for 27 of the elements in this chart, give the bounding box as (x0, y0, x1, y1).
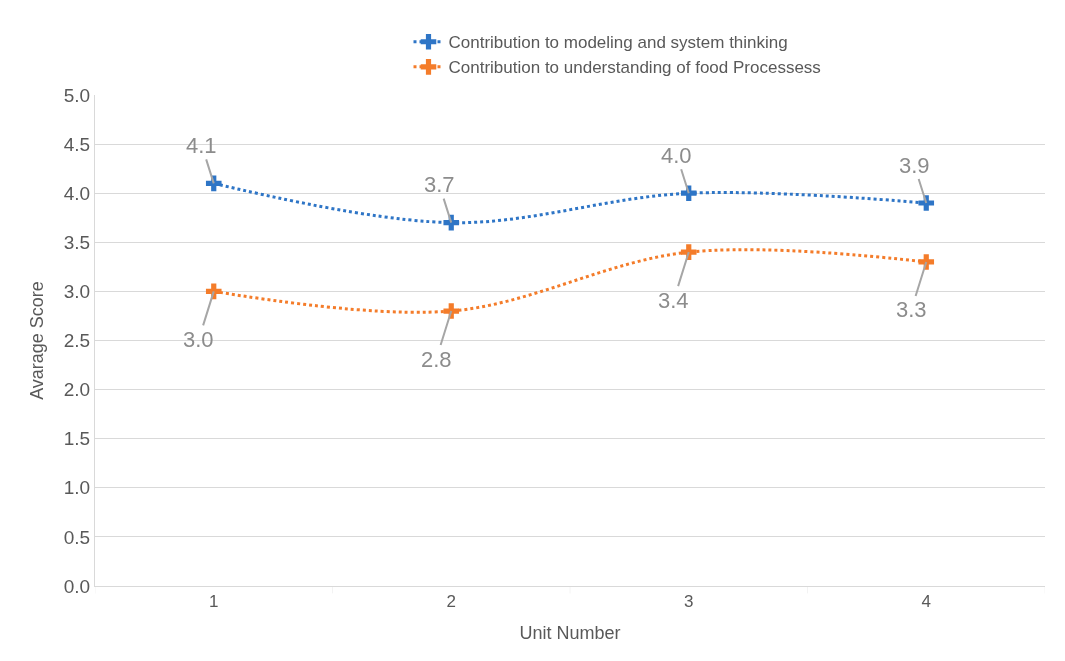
text: 1.5 (63, 428, 91, 450)
text: 2.0 (63, 379, 91, 401)
x-tick-label: 1 (209, 592, 219, 612)
text: 2.5 (63, 330, 91, 352)
text: 5.0 (63, 84, 91, 106)
legend-label: Contribution to modeling and system thinking (448, 33, 788, 53)
data-label: 3.0 (183, 327, 214, 352)
x-tick-label: 4 (921, 592, 931, 612)
text: 4.5 (63, 133, 91, 155)
data-label: 2.8 (421, 347, 452, 372)
text: 1.0 (63, 477, 91, 499)
text: 3.5 (63, 231, 91, 253)
text: 3.0 (63, 281, 91, 303)
data-label: 4.0 (661, 143, 692, 168)
text: 0.0 (63, 575, 91, 597)
x-axis-title: Unit Number (519, 622, 621, 643)
text: 0.5 (63, 526, 91, 548)
x-tick-label: 3 (684, 592, 694, 612)
text: 4.0 (63, 182, 91, 204)
data-label: 3.3 (896, 297, 927, 322)
data-label: 4.1 (186, 133, 217, 158)
x-tick-label: 2 (446, 592, 456, 612)
y-axis-title: Avarage Score (26, 281, 47, 400)
data-label: 3.4 (658, 288, 689, 313)
data-label: 3.9 (899, 153, 930, 178)
data-label: 3.7 (424, 172, 455, 197)
legend-label: Contribution to understanding of food Processess (448, 58, 821, 78)
